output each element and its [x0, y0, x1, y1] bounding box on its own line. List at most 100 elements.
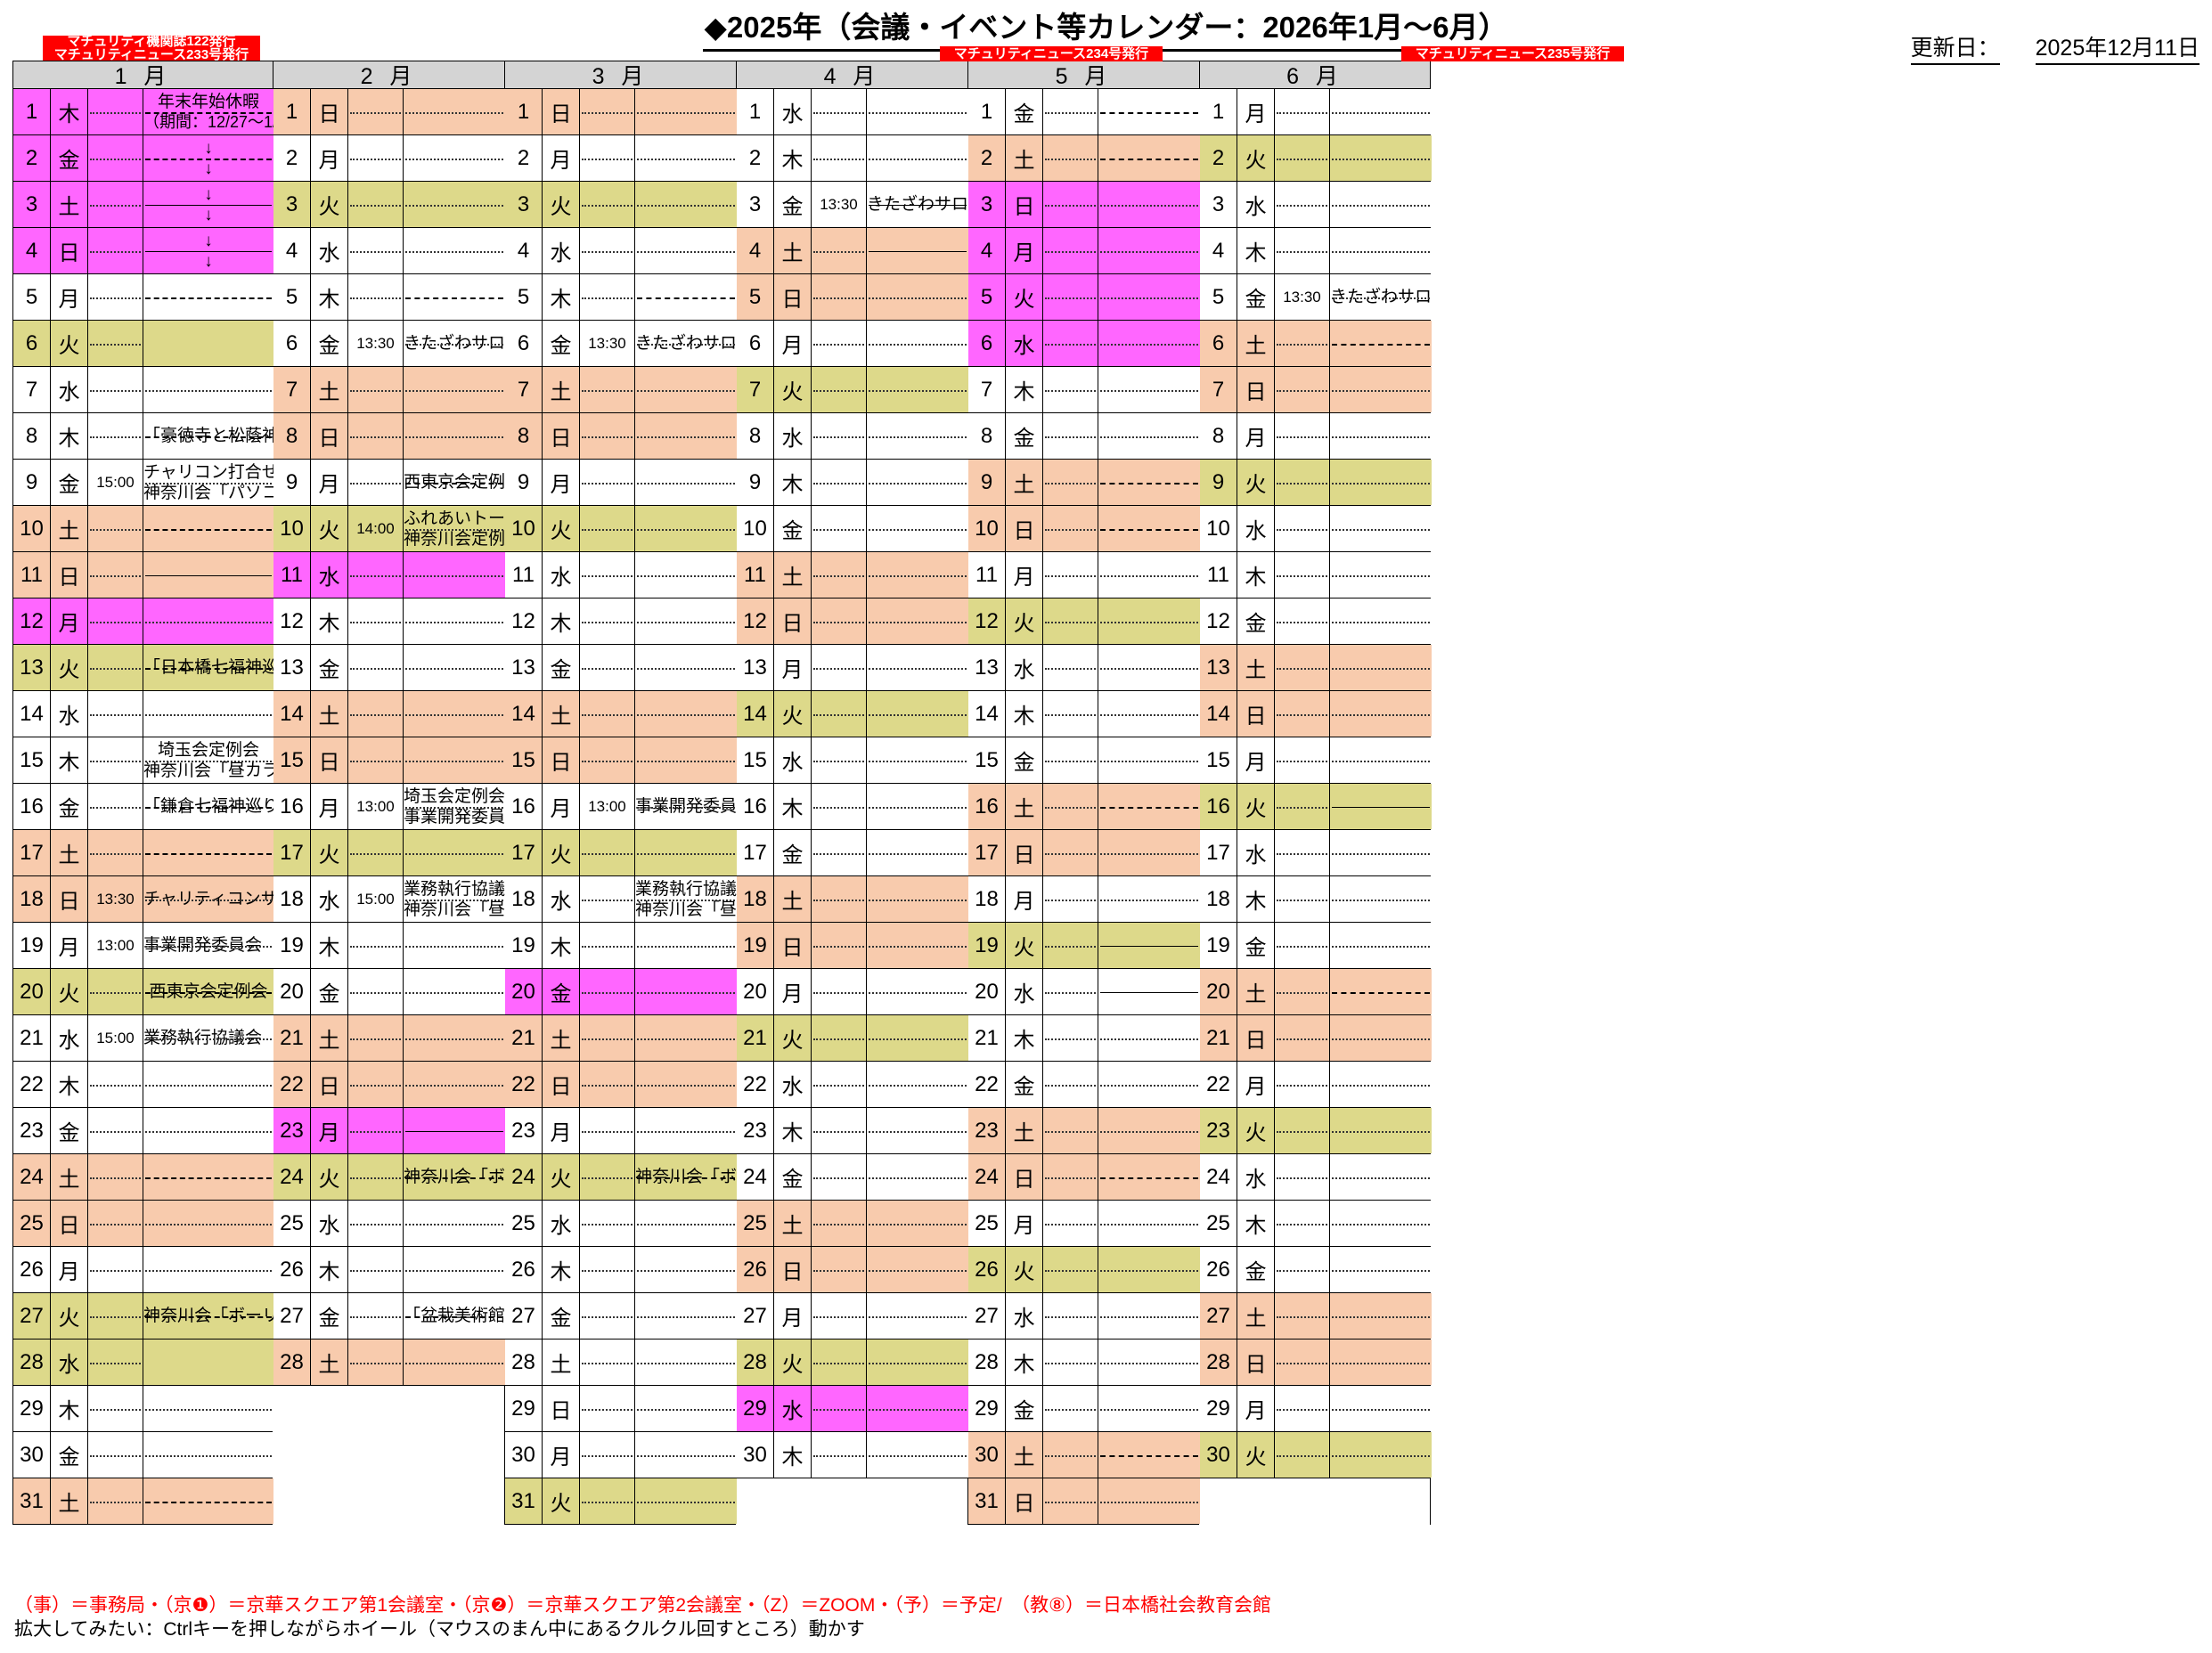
event-cell[interactable]	[404, 135, 505, 181]
event-cell[interactable]	[404, 1015, 505, 1061]
event-cell[interactable]	[635, 969, 737, 1014]
calendar-day-row[interactable]: 12 月	[12, 598, 273, 645]
event-cell[interactable]	[867, 135, 968, 181]
event-cell[interactable]	[867, 876, 968, 922]
event-cell[interactable]	[1098, 274, 1200, 320]
event-cell[interactable]	[404, 923, 505, 968]
event-cell[interactable]	[1098, 321, 1200, 366]
event-cell[interactable]	[867, 1015, 968, 1061]
event-cell[interactable]	[635, 1478, 737, 1524]
calendar-day-row[interactable]: 15 水	[736, 737, 968, 784]
event-cell[interactable]	[867, 1386, 968, 1431]
calendar-day-row[interactable]: 19 火	[967, 923, 1200, 969]
calendar-day-row[interactable]: 12 火	[967, 598, 1200, 645]
event-cell[interactable]	[143, 552, 273, 598]
calendar-day-row[interactable]: 22 日	[504, 1062, 737, 1108]
event-cell[interactable]	[867, 737, 968, 783]
calendar-day-row[interactable]: 28 土	[504, 1340, 737, 1386]
calendar-day-row[interactable]: 25 土	[736, 1201, 968, 1247]
event-cell[interactable]: 業務執行協議会（京❷）神奈川会「昼カラオケ」	[404, 876, 505, 922]
event-cell[interactable]: 事業開発委員会（事）	[143, 923, 273, 968]
calendar-day-row[interactable]: 13 金	[504, 645, 737, 691]
event-cell[interactable]	[635, 1432, 737, 1478]
event-cell[interactable]	[1330, 598, 1432, 644]
event-cell[interactable]	[635, 1201, 737, 1246]
calendar-day-row[interactable]: 12 金	[1199, 598, 1432, 645]
event-cell[interactable]	[635, 460, 737, 505]
calendar-day-row[interactable]: 26 日	[736, 1247, 968, 1293]
event-cell[interactable]	[1098, 182, 1200, 227]
event-cell[interactable]	[635, 923, 737, 968]
event-cell[interactable]	[404, 1247, 505, 1292]
event-cell[interactable]	[1330, 691, 1432, 737]
event-cell[interactable]	[1098, 1015, 1200, 1061]
calendar-day-row[interactable]: 24火 神奈川会「ボーリング会」	[273, 1154, 505, 1201]
calendar-day-row[interactable]: 26 月	[12, 1247, 273, 1293]
calendar-day-row[interactable]: 29 木	[12, 1386, 273, 1432]
event-cell[interactable]: 埼玉会定例会事業開発委員会（事）	[404, 784, 505, 829]
event-cell[interactable]	[867, 1340, 968, 1385]
calendar-day-row[interactable]: 29 金	[967, 1386, 1200, 1432]
event-cell[interactable]	[143, 1154, 273, 1200]
event-cell[interactable]	[1098, 784, 1200, 829]
event-cell[interactable]	[1330, 135, 1432, 181]
calendar-day-row[interactable]: 31 火	[504, 1478, 737, 1525]
calendar-day-row[interactable]: 22 木	[12, 1062, 273, 1108]
event-cell[interactable]	[1098, 89, 1200, 134]
event-cell[interactable]: 「盆栽美術館と漫画会館」見学	[404, 1293, 505, 1339]
calendar-day-row[interactable]: 28 日	[1199, 1340, 1432, 1386]
event-cell[interactable]	[1330, 367, 1432, 412]
event-cell[interactable]	[404, 89, 505, 134]
event-cell[interactable]	[635, 1386, 737, 1431]
calendar-day-row[interactable]: 17 火	[504, 830, 737, 876]
calendar-day-row[interactable]: 27 水	[967, 1293, 1200, 1340]
event-cell[interactable]	[1330, 1386, 1432, 1431]
event-cell[interactable]	[404, 1340, 505, 1385]
event-cell[interactable]	[1330, 876, 1432, 922]
event-cell[interactable]: ふれあいトークサロン（教⑧）神奈川会定例会	[404, 506, 505, 551]
event-cell[interactable]: 「豪徳寺と松蔭神社」参拝	[143, 413, 273, 459]
event-cell[interactable]: きたざわサロン	[404, 321, 505, 366]
calendar-day-row[interactable]: 28 木	[967, 1340, 1200, 1386]
event-cell[interactable]	[1330, 1340, 1432, 1385]
event-cell[interactable]	[1098, 923, 1200, 968]
calendar-day-row[interactable]: 11 木	[1199, 552, 1432, 598]
calendar-day-row[interactable]: 13 土	[1199, 645, 1432, 691]
event-cell[interactable]	[1330, 89, 1432, 134]
event-cell[interactable]	[1330, 784, 1432, 829]
calendar-day-row[interactable]: 2 金 ↓ ↓	[12, 135, 273, 182]
event-cell[interactable]	[867, 830, 968, 875]
calendar-day-row[interactable]: 14 土	[273, 691, 505, 737]
calendar-day-row[interactable]: 15 金	[967, 737, 1200, 784]
event-cell[interactable]	[867, 784, 968, 829]
event-cell[interactable]	[867, 1293, 968, 1339]
event-cell[interactable]	[1098, 1062, 1200, 1107]
event-cell[interactable]	[635, 598, 737, 644]
calendar-day-row[interactable]: 23 木	[736, 1108, 968, 1154]
event-cell[interactable]	[1098, 598, 1200, 644]
event-cell[interactable]	[1098, 552, 1200, 598]
event-cell[interactable]	[1330, 1432, 1432, 1478]
calendar-day-row[interactable]: 10 土	[12, 506, 273, 552]
event-cell[interactable]	[867, 1062, 968, 1107]
event-cell[interactable]	[1330, 182, 1432, 227]
calendar-day-row[interactable]: 20 水	[967, 969, 1200, 1015]
event-cell[interactable]: 業務執行協議会（京❷）	[143, 1015, 273, 1061]
calendar-day-row[interactable]: 21 火	[736, 1015, 968, 1062]
calendar-day-row[interactable]: 27 金	[504, 1293, 737, 1340]
event-cell[interactable]	[635, 1108, 737, 1153]
event-cell[interactable]	[867, 367, 968, 412]
event-cell[interactable]: きたざわサロン	[1330, 274, 1432, 320]
